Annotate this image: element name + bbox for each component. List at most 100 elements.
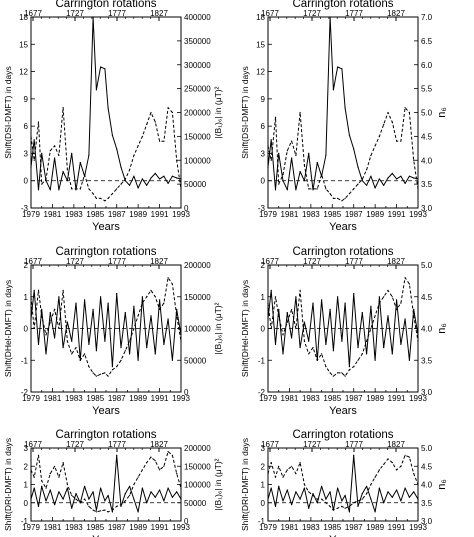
right-axis-series-point (387, 458, 389, 460)
x-tick-label: 1989 (129, 523, 147, 532)
top-tick-label: 1827 (387, 9, 405, 18)
shift-series-point (154, 353, 156, 355)
shift-series-point (348, 134, 350, 136)
right-axis-series-point (92, 193, 94, 195)
right-axis-series-line (267, 107, 419, 202)
right-axis-series-point (154, 121, 156, 123)
shift-series-point (107, 494, 109, 496)
shift-series-point (353, 148, 355, 150)
right-axis-series-point (353, 188, 355, 190)
top-tick-label: 1777 (345, 440, 363, 449)
right-axis-series-point (88, 505, 90, 507)
right-axis-series-point (278, 465, 280, 467)
right-axis-series-point (79, 359, 81, 361)
right-axis-series-point (329, 372, 331, 374)
right-axis-series-point (357, 500, 359, 502)
shift-series-point (124, 180, 126, 182)
right-axis-series-point (133, 327, 135, 330)
right-axis-series-point (374, 476, 376, 478)
right-axis-series-point (387, 289, 389, 291)
shift-series-point (54, 337, 56, 339)
x-tick-label: 1991 (151, 394, 169, 403)
right-axis-series-point (404, 277, 406, 279)
y-tick-label: 2 (261, 261, 266, 270)
shift-series-point (325, 154, 327, 156)
x-tick-label: 1979 (259, 523, 277, 532)
right-axis-series-point (308, 353, 310, 355)
shift-series-point (159, 178, 161, 180)
y2-tick-label: 4.0 (421, 156, 433, 165)
right-axis-series-point (337, 197, 339, 199)
shift-series-point (58, 491, 60, 493)
right-axis-series-point (124, 500, 126, 502)
shift-series-line (267, 16, 419, 191)
shift-series-point (137, 511, 139, 513)
x-tick-label: 1991 (388, 523, 406, 532)
y-axis-label: Shift(DRI-DMFT) in days (3, 438, 13, 531)
shift-series-point (274, 505, 277, 507)
shift-series-point (95, 509, 97, 511)
right-axis-series-point (159, 140, 161, 142)
right-axis-series-point (100, 197, 102, 199)
right-axis-series-point (79, 502, 81, 504)
x-tick-label: 1989 (366, 394, 384, 403)
right-axis-series-point (120, 359, 122, 361)
right-axis-series-point (95, 511, 97, 513)
shift-series-point (41, 308, 43, 310)
shift-series-point (176, 308, 178, 310)
right-axis-series-point (348, 193, 350, 195)
y-tick-label: 3 (261, 149, 266, 158)
right-axis-series-point (267, 473, 269, 475)
right-axis-series-point (176, 315, 178, 317)
right-axis-series-point (413, 159, 415, 161)
shift-series-point (154, 496, 156, 498)
shift-series-point (116, 454, 118, 456)
x-tick-label: 1987 (108, 210, 126, 219)
y-tick-label: 2 (24, 261, 29, 270)
shift-series-point (303, 487, 305, 489)
shift-series-point (361, 180, 363, 182)
right-axis-series-point (374, 315, 376, 317)
panel-title: Carrington rotations (56, 0, 157, 10)
right-axis-series-point (129, 340, 131, 342)
right-axis-series-point (267, 302, 269, 304)
shift-series-point (88, 154, 90, 156)
right-axis-series-point (374, 145, 376, 147)
shift-series-point (167, 318, 169, 320)
plot-frame (267, 447, 419, 522)
y2-tick-label: 0 (184, 388, 189, 397)
right-axis-series-point (62, 289, 64, 291)
right-axis-series-point (167, 107, 169, 109)
y-tick-label: 1 (24, 481, 29, 490)
top-tick-label: 1827 (150, 9, 168, 18)
right-axis-series-point (71, 188, 73, 190)
shift-series-point (267, 166, 269, 168)
shift-series-point (270, 487, 272, 489)
right-axis-series-point (54, 308, 56, 310)
right-axis-series-point (137, 476, 139, 478)
shift-series-point (116, 148, 118, 150)
shift-series-point (45, 180, 47, 182)
right-axis-series-point (295, 327, 297, 330)
right-axis-series-point (58, 476, 60, 478)
y2-tick-label: 100000 (184, 481, 211, 490)
y2-tick-label: 6.0 (421, 61, 433, 70)
right-axis-series-point (111, 193, 113, 195)
shift-series-point (88, 343, 90, 345)
x-tick-label: 1989 (366, 210, 384, 219)
shift-series-point (404, 487, 406, 489)
right-axis-series-point (391, 462, 393, 464)
right-axis-series-line (30, 107, 182, 202)
right-axis-series-point (408, 456, 410, 458)
right-axis-series-point (54, 465, 56, 467)
right-axis-series-point (71, 353, 73, 355)
right-axis-series-point (58, 327, 60, 330)
y2-axis-label: |(B₁)₆| in (μT)² (213, 458, 223, 510)
right-axis-series-point (308, 188, 310, 190)
y-tick-label: -3 (21, 204, 29, 213)
right-axis-series-point (286, 469, 288, 471)
plot-frame (30, 447, 182, 522)
right-axis-series-point (163, 302, 165, 304)
right-axis-series-point (270, 327, 272, 330)
right-axis-series-point (391, 296, 393, 298)
